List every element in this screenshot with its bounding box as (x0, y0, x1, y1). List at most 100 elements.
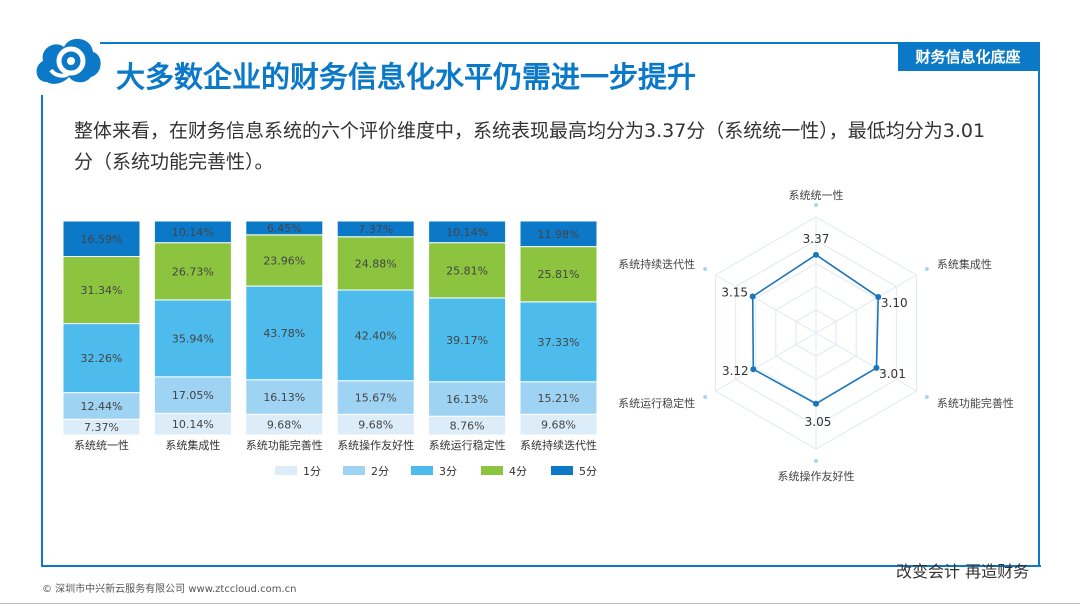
bar-data-label: 35.94% (172, 332, 214, 345)
bar-data-label: 16.13% (263, 391, 305, 404)
bar-segment (428, 297, 507, 383)
radar-axis-label: 系统统一性 (789, 188, 844, 202)
radar-axis-label: 系统操作友好性 (778, 469, 855, 483)
summary-text: 整体来看，在财务信息系统的六个评价维度中，系统表现最高均分为3.37分（系统统一… (74, 120, 986, 173)
bar-data-label: 31.34% (81, 284, 123, 297)
bar-data-label: 10.14% (446, 226, 488, 239)
bar-data-label: 9.68% (267, 419, 302, 432)
bar-segment (336, 220, 415, 238)
bar-data-label: 15.67% (355, 392, 397, 405)
radar-series-line (751, 253, 880, 405)
frame-left-rule (41, 95, 43, 566)
page-title: 大多数企业的财务信息化水平仍需进一步提升 (116, 60, 697, 94)
bar-data-label: 7.37% (84, 421, 119, 434)
radar-value-label: 3.10 (881, 296, 908, 310)
radar-axis-dot (814, 459, 818, 463)
radar-axis-label: 系统运行稳定性 (618, 396, 695, 410)
radar-axis-dot (703, 267, 708, 271)
bar-data-label: 16.13% (446, 393, 488, 406)
legend-swatch (411, 466, 433, 475)
bar-segment (62, 220, 141, 258)
bar-data-label: 16.59% (81, 233, 123, 246)
frame-bottom-rule (41, 565, 1041, 567)
radar-spoke (715, 332, 817, 392)
bar-segment (519, 301, 598, 383)
bar-data-label: 11.98% (538, 228, 580, 241)
bar-data-label: 26.73% (172, 265, 214, 278)
bar-segment (519, 381, 598, 415)
bar-segment (245, 285, 324, 381)
category-label: 系统操作友好性 (337, 438, 414, 452)
bar-data-label: 25.81% (538, 268, 580, 281)
bar-segment (153, 242, 232, 301)
category-label: 系统统一性 (74, 438, 129, 452)
radar-point (750, 366, 757, 373)
radar-value-label: 3.01 (879, 367, 906, 381)
bar-data-label: 12.44% (81, 400, 123, 413)
bar-segment (245, 220, 324, 236)
bar-data-label: 9.68% (541, 419, 576, 432)
frame-right-rule (1038, 42, 1040, 566)
radar-spoke (815, 332, 917, 392)
legend-swatch (481, 466, 503, 475)
frame-top-rule (100, 42, 1040, 44)
bar-data-label: 42.40% (355, 329, 397, 342)
bar-segment (153, 299, 232, 378)
bar-data-label: 17.05% (172, 389, 214, 402)
footer-copyright: © 深圳市中兴新云服务有限公司 www.ztccloud.com.cn (42, 584, 297, 595)
bar-data-label: 32.26% (81, 352, 123, 365)
radar-axis-dot (703, 395, 708, 399)
bar-data-label: 43.78% (263, 327, 305, 340)
radar-axis-label: 系统集成性 (937, 257, 992, 271)
footer-rule (0, 603, 1080, 604)
bar-segment (336, 380, 415, 415)
bar-data-label: 25.81% (446, 264, 488, 277)
legend-label: 2分 (371, 465, 389, 478)
radar-value-label: 3.05 (805, 415, 832, 429)
legend-label: 3分 (439, 465, 457, 478)
radar-axis-dot (924, 395, 929, 399)
category-label: 系统功能完善性 (246, 438, 323, 452)
legend-label: 4分 (509, 465, 527, 478)
radar-point (813, 400, 819, 407)
legend-label: 1分 (303, 465, 321, 478)
legend-swatch (343, 466, 365, 475)
radar-axis-dot (924, 267, 929, 271)
legend-swatch (275, 466, 297, 475)
radar-spoke (715, 274, 817, 334)
radar-point (813, 251, 819, 258)
legend-swatch (551, 466, 573, 475)
bar-data-label: 37.33% (538, 336, 580, 349)
bar-data-label: 39.17% (446, 334, 488, 347)
radar-axis-dot (814, 203, 818, 207)
bar-segment (245, 234, 324, 287)
category-label: 系统运行稳定性 (429, 438, 506, 452)
bar-data-label: 10.14% (172, 418, 214, 431)
radar-point (875, 294, 882, 301)
radar-axis-label: 系统持续迭代性 (618, 257, 695, 271)
section-tag: 财务信息化底座 (898, 43, 1038, 71)
category-label: 系统集成性 (165, 438, 220, 452)
radar-axis-label: 系统功能完善性 (937, 396, 1014, 410)
bar-data-label: 15.21% (538, 392, 580, 405)
bar-data-label: 7.37% (358, 223, 393, 236)
bar-data-label: 9.68% (358, 419, 393, 432)
bar-data-label: 10.14% (172, 226, 214, 239)
bar-segment (519, 246, 598, 303)
cloud-logo-icon (36, 38, 101, 84)
bar-segment (62, 323, 141, 394)
bar-data-label: 23.96% (263, 254, 305, 267)
category-label: 系统持续迭代性 (520, 438, 597, 452)
radar-point (873, 364, 880, 371)
bar-data-label: 8.76% (450, 420, 485, 433)
bar-segment (519, 220, 598, 248)
radar-value-label: 3.37 (803, 232, 830, 246)
radar-point (749, 293, 756, 300)
footer-slogan: 改变会计 再造财务 (896, 562, 1030, 581)
radar-spoke (815, 274, 917, 334)
bar-segment (153, 220, 232, 244)
legend-label: 5分 (579, 465, 597, 478)
bar-data-label: 6.45% (267, 222, 302, 235)
bar-data-label: 24.88% (355, 257, 397, 270)
